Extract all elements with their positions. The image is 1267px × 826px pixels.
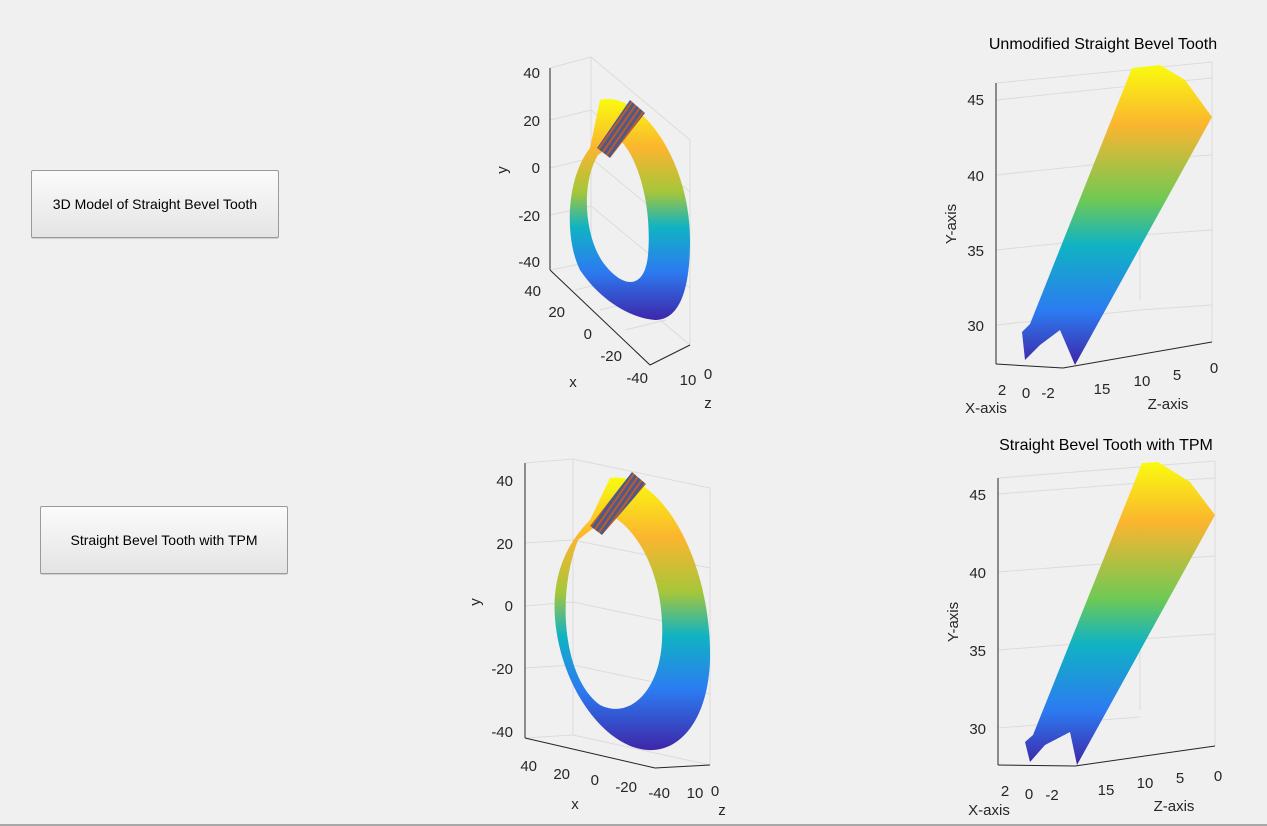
svg-text:5: 5 [1173, 367, 1181, 384]
svg-text:-40: -40 [626, 370, 648, 387]
svg-text:z: z [718, 802, 726, 819]
svg-text:10: 10 [1134, 373, 1151, 390]
svg-text:20: 20 [548, 304, 565, 321]
svg-text:Unmodified Straight Bevel Toot: Unmodified Straight Bevel Tooth [989, 36, 1217, 53]
svg-text:-40: -40 [491, 724, 513, 741]
svg-text:15: 15 [1094, 381, 1111, 398]
svg-text:10: 10 [687, 785, 704, 802]
model-3d-button[interactable]: 3D Model of Straight Bevel Tooth [31, 170, 279, 238]
svg-text:-40: -40 [648, 785, 670, 802]
svg-text:0: 0 [704, 366, 712, 383]
svg-text:Y-axis: Y-axis [945, 602, 962, 642]
svg-text:0: 0 [591, 772, 599, 789]
svg-text:2: 2 [998, 382, 1006, 399]
svg-text:-20: -20 [518, 208, 540, 225]
svg-text:30: 30 [967, 318, 984, 335]
svg-text:y: y [494, 166, 511, 174]
svg-text:0: 0 [711, 783, 719, 800]
svg-text:40: 40 [969, 565, 986, 582]
svg-text:5: 5 [1176, 770, 1184, 787]
svg-text:2: 2 [1001, 783, 1009, 800]
ring-plot-top: 40 20 0 -20 -40 y 40 20 0 -20 -40 x 10 0… [494, 56, 712, 412]
svg-text:20: 20 [553, 766, 570, 783]
ring-plot-bottom: 40 20 0 -20 -40 y 40 20 0 -20 -40 x 10 0… [467, 458, 726, 819]
svg-text:0: 0 [584, 326, 592, 343]
svg-text:y: y [467, 598, 484, 606]
svg-text:30: 30 [969, 721, 986, 738]
svg-text:-20: -20 [491, 661, 513, 678]
svg-text:0: 0 [1025, 786, 1033, 803]
svg-text:Z-axis: Z-axis [1148, 396, 1189, 413]
svg-text:X-axis: X-axis [965, 400, 1007, 417]
svg-text:40: 40 [520, 758, 537, 775]
window-bottom-border [0, 824, 1267, 826]
svg-text:0: 0 [505, 598, 513, 615]
svg-text:0: 0 [1210, 360, 1218, 377]
svg-text:x: x [569, 374, 577, 391]
svg-text:-20: -20 [600, 348, 622, 365]
svg-text:40: 40 [523, 65, 540, 82]
svg-text:x: x [571, 796, 579, 813]
svg-text:45: 45 [967, 92, 984, 109]
svg-text:X-axis: X-axis [968, 802, 1010, 819]
svg-text:35: 35 [967, 243, 984, 260]
svg-text:-2: -2 [1045, 787, 1058, 804]
tpm-button[interactable]: Straight Bevel Tooth with TPM [40, 506, 288, 574]
tooth-plot-top: Unmodified Straight Bevel Tooth 45 40 35… [943, 36, 1218, 417]
svg-text:Y-axis: Y-axis [943, 204, 960, 244]
svg-text:-20: -20 [615, 779, 637, 796]
svg-text:0: 0 [1214, 768, 1222, 785]
tooth-plot-bottom: Straight Bevel Tooth with TPM 45 40 35 3… [945, 437, 1222, 819]
svg-text:Straight Bevel Tooth with TPM: Straight Bevel Tooth with TPM [999, 437, 1213, 454]
svg-text:0: 0 [1022, 385, 1030, 402]
svg-text:40: 40 [967, 168, 984, 185]
svg-text:-2: -2 [1041, 385, 1054, 402]
svg-text:0: 0 [532, 160, 540, 177]
svg-text:35: 35 [969, 643, 986, 660]
svg-text:20: 20 [523, 113, 540, 130]
svg-text:Z-axis: Z-axis [1154, 798, 1195, 815]
svg-text:z: z [704, 395, 712, 412]
svg-text:40: 40 [524, 283, 541, 300]
svg-text:15: 15 [1098, 782, 1115, 799]
svg-text:45: 45 [969, 487, 986, 504]
svg-text:-40: -40 [518, 254, 540, 271]
svg-text:20: 20 [496, 536, 513, 553]
svg-text:40: 40 [496, 473, 513, 490]
svg-text:10: 10 [680, 372, 697, 389]
svg-text:10: 10 [1137, 775, 1154, 792]
